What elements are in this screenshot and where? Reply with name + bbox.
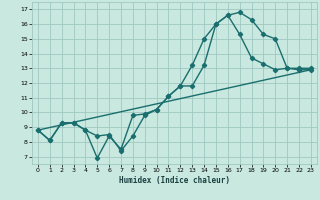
X-axis label: Humidex (Indice chaleur): Humidex (Indice chaleur)	[119, 176, 230, 185]
